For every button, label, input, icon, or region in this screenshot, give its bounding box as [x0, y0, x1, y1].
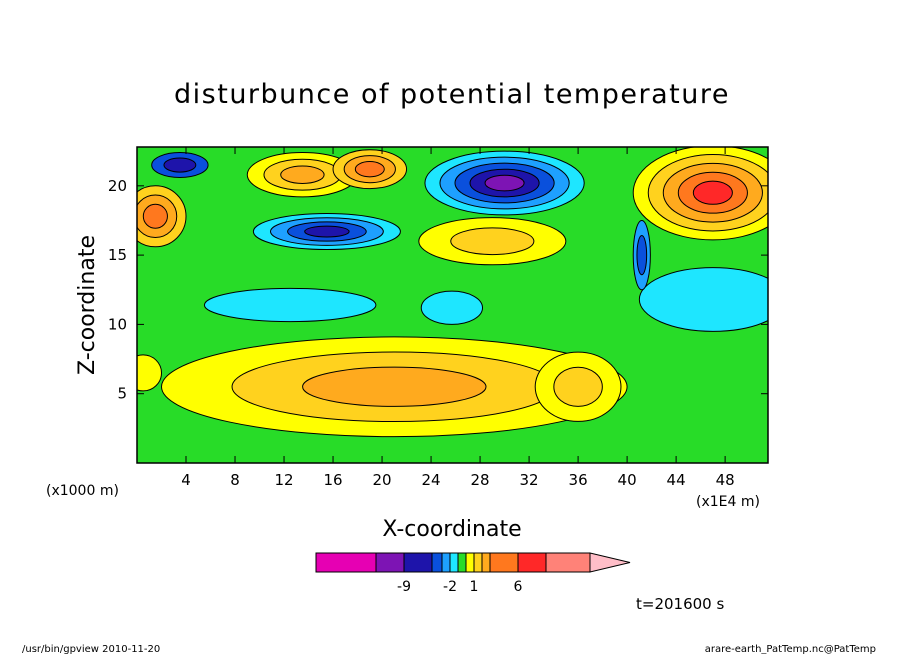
colorbar-swatch: [517, 552, 547, 573]
y-tick-label: 15: [108, 246, 127, 264]
colorbar-swatch: [545, 552, 591, 573]
x-tick-label: 24: [422, 471, 441, 489]
colorbar-swatch: [431, 552, 443, 573]
footer-right: arare-earth_PatTemp.nc@PatTemp: [705, 644, 876, 654]
contour-cold-blob-2-0: [420, 290, 484, 325]
colorbar-swatch: [449, 552, 459, 573]
contour-cold-blob-1-0: [203, 287, 377, 323]
y-axis-ticks: 5 10 15 20: [108, 177, 768, 403]
colorbar-swatch: [489, 552, 519, 573]
contour-mid-cold-band-3: [304, 225, 350, 238]
x-axis-label: X-coordinate: [382, 517, 521, 542]
x-tick-label: 36: [569, 471, 588, 489]
contour-lower-left-warm-0: [137, 354, 162, 392]
footer-left: /usr/bin/gpview 2010-11-20: [22, 644, 160, 654]
contour-upper-right-warm-4: [692, 180, 733, 205]
y-tick-label: 10: [108, 315, 127, 333]
colorbar: -9 -2 1 6: [315, 552, 631, 595]
colorbar-swatch: [375, 552, 405, 573]
colorbar-label: -9: [397, 579, 411, 595]
colorbar-swatch: [315, 552, 377, 573]
time-label: t=201600 s: [636, 595, 724, 613]
contour-plume-column-cold-1: [636, 235, 648, 276]
x-tick-label: 20: [373, 471, 392, 489]
plot-frame: [136, 146, 769, 464]
contour-right-cold-blob-0: [638, 267, 768, 332]
colorbar-swatch: [457, 552, 467, 573]
colorbar-swatch: [481, 552, 491, 573]
x-tick-label: 8: [230, 471, 240, 489]
contour-lower-warm-band-2: [302, 366, 487, 407]
x-tick-label: 28: [471, 471, 490, 489]
x-unit-left: (x1000 m): [46, 483, 119, 499]
contour-field: [137, 147, 768, 463]
colorbar-label: 1: [470, 579, 479, 595]
x-axis-ticks: 4 8 12 16 20 24 28 32 36 40 44 48: [181, 147, 735, 489]
colorbar-swatch: [403, 552, 433, 573]
x-tick-label: 48: [716, 471, 735, 489]
x-tick-label: 16: [323, 471, 342, 489]
x-tick-label: 32: [520, 471, 539, 489]
y-tick-label: 5: [117, 385, 127, 403]
contour-upper-warm-pair-left-2: [280, 165, 325, 184]
x-tick-label: 44: [667, 471, 686, 489]
colorbar-label: -2: [443, 579, 457, 595]
x-unit-right: (x1E4 m): [696, 494, 760, 510]
contour-center-warm-tongue-1: [450, 227, 535, 256]
colorbar-swatch: [441, 552, 451, 573]
x-tick-label: 40: [618, 471, 637, 489]
x-tick-label: 12: [274, 471, 293, 489]
contour-left-warm-lobe-2: [142, 203, 168, 229]
contour-top-cold-core-4: [484, 174, 525, 192]
y-tick-label: 20: [108, 177, 127, 195]
colorbar-swatch: [473, 552, 483, 573]
contour-upper-left-cold-core-1: [163, 157, 197, 173]
colorbar-swatch: [465, 552, 475, 573]
colorbar-arrow: [589, 552, 631, 573]
chart-title: disturbunce of potential temperature: [174, 79, 730, 110]
contour-lower-right-warm-1: [553, 366, 603, 407]
colorbar-label: 6: [514, 579, 523, 595]
contour-upper-warm-pair-right-2: [354, 161, 385, 178]
y-axis-label: Z-coordinate: [75, 235, 100, 375]
x-tick-label: 4: [181, 471, 191, 489]
